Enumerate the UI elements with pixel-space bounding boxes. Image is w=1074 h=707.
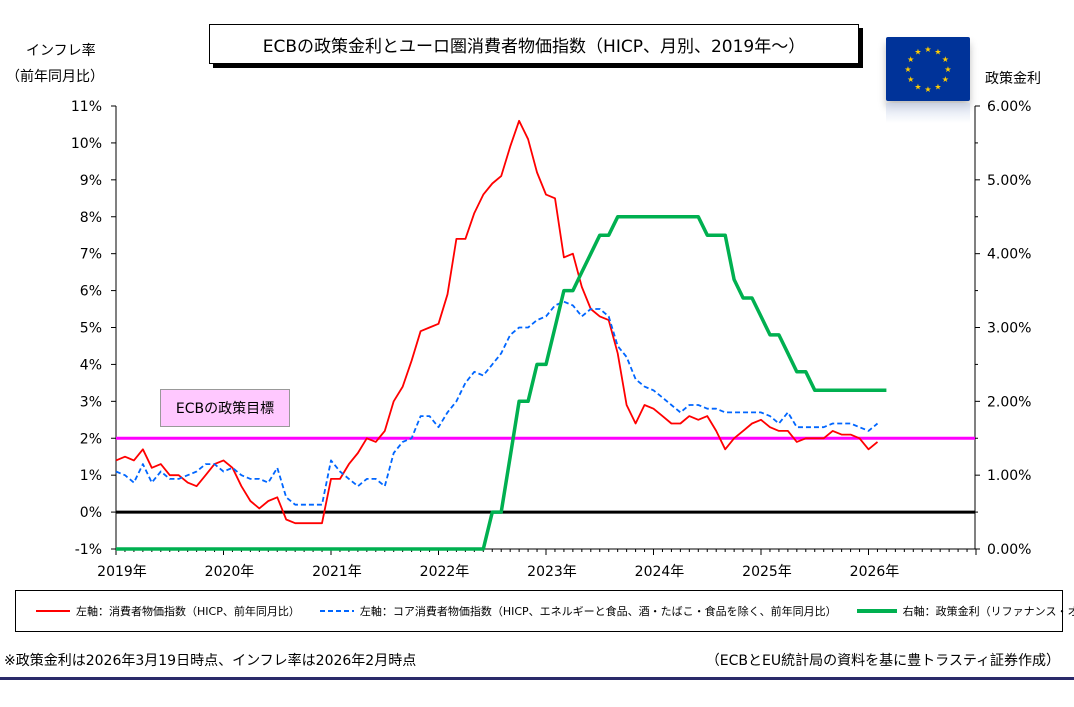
x-tick-label: 2023年 — [527, 564, 577, 580]
flag-star: ★ — [907, 75, 914, 84]
flag-star: ★ — [934, 48, 941, 57]
x-tick-label: 2026年 — [850, 564, 900, 580]
left-axis-title-unit: （前年同月比） — [6, 69, 104, 85]
x-tick-label: 2024年 — [635, 564, 685, 580]
flag-star: ★ — [924, 85, 931, 94]
legend: 左軸：消費者物価指数（HICP、前年同月比） 左軸：コア消費者物価指数（HICP… — [15, 590, 1074, 632]
left-tick-label: 5% — [80, 321, 102, 337]
legend-label-rate: 右軸：政策金利（リファナンス・オペ） — [902, 605, 1074, 618]
right-tick-label: 6.00% — [987, 99, 1031, 115]
flag-reflection — [886, 103, 970, 123]
right-axis-title: 政策金利 — [985, 71, 1041, 87]
flag-star: ★ — [904, 65, 911, 74]
right-tick-label: 1.00% — [987, 468, 1031, 484]
left-tick-label: -1% — [75, 542, 102, 558]
legend-item-core: 左軸：コア消費者物価指数（HICP、エネルギーと食品、酒・たばこ・食品を除く、前… — [319, 603, 837, 619]
x-tick-label: 2022年 — [420, 564, 470, 580]
flag-star: ★ — [914, 48, 921, 57]
left-tick-label: 2% — [80, 431, 102, 447]
x-tick-label: 2020年 — [205, 564, 255, 580]
left-tick-label: 11% — [71, 99, 102, 115]
flag-star: ★ — [934, 82, 941, 91]
flag-star: ★ — [944, 65, 951, 74]
legend-swatch-core — [319, 610, 354, 612]
legend-label-hicp: 左軸：消費者物価指数（HICP、前年同月比） — [76, 605, 300, 618]
legend-swatch-rate — [856, 609, 897, 613]
flag-star: ★ — [907, 55, 914, 64]
flag-star: ★ — [914, 82, 921, 91]
right-tick-label: 2.00% — [987, 394, 1031, 410]
left-tick-label: 0% — [80, 505, 102, 521]
x-tick-label: 2025年 — [742, 564, 792, 580]
right-tick-label: 3.00% — [987, 321, 1031, 337]
legend-swatch-hicp — [36, 610, 70, 612]
eu-flag-icon: ★ ★ ★ ★ ★ ★ ★ ★ ★ ★ ★ ★ — [886, 37, 970, 101]
legend-label-core: 左軸：コア消費者物価指数（HICP、エネルギーと食品、酒・たばこ・食品を除く、前… — [359, 605, 837, 618]
series-line-hicp — [115, 119, 879, 525]
bottom-rule — [0, 677, 1074, 680]
footnote-left: ※政策金利は2026年3月19日時点、インフレ率は2026年2月時点 — [4, 653, 417, 669]
legend-item-hicp: 左軸：消費者物価指数（HICP、前年同月比） — [36, 603, 300, 619]
chart-title: ECBの政策金利とユーロ圏消費者物価指数（HICP、月別、2019年～） — [209, 24, 859, 64]
left-tick-label: 1% — [80, 468, 102, 484]
footnote-right: （ECBとEU統計局の資料を基に豊トラスティ証券作成） — [705, 653, 1060, 669]
x-tick-label: 2021年 — [312, 564, 362, 580]
left-tick-label: 6% — [80, 284, 102, 300]
left-tick-label: 10% — [71, 136, 102, 152]
left-tick-label: 9% — [80, 173, 102, 189]
flag-star: ★ — [942, 75, 949, 84]
right-tick-label: 5.00% — [987, 173, 1031, 189]
right-tick-label: 0.00% — [987, 542, 1031, 558]
left-tick-label: 7% — [80, 247, 102, 263]
right-tick-label: 4.00% — [987, 247, 1031, 263]
legend-item-rate: 右軸：政策金利（リファナンス・オペ） — [856, 603, 1074, 619]
flag-star: ★ — [942, 55, 949, 64]
series-line-policy-rate — [116, 215, 887, 551]
left-tick-label: 8% — [80, 210, 102, 226]
left-tick-label: 4% — [80, 357, 102, 373]
policy-target-label: ECBの政策目標 — [160, 389, 290, 427]
series-line-core — [115, 300, 879, 506]
left-axis-title: インフレ率 — [26, 43, 96, 59]
x-tick-label: 2019年 — [97, 564, 147, 580]
left-tick-label: 3% — [80, 394, 102, 410]
flag-star: ★ — [924, 45, 931, 54]
